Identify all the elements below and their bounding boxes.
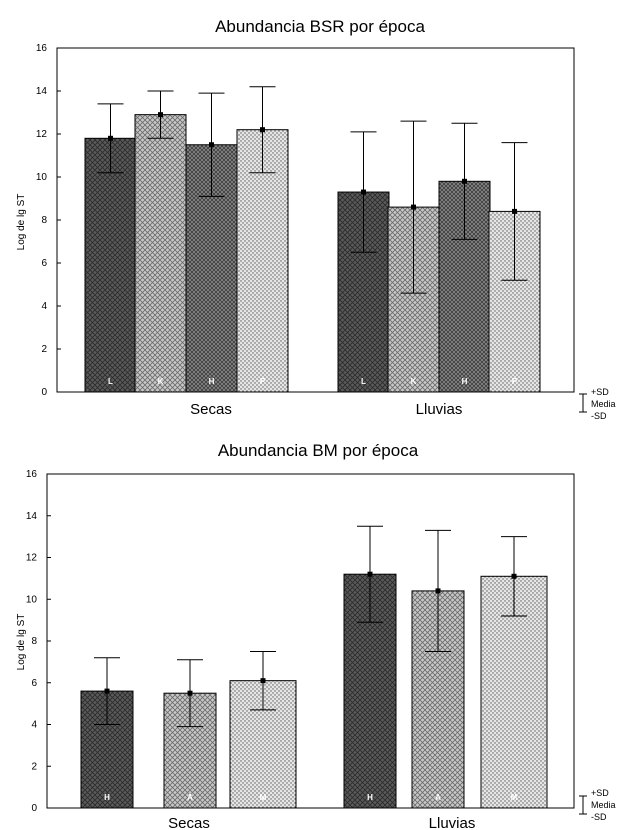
- bar: [84, 137, 137, 393]
- bar-label: K: [411, 377, 417, 386]
- y-axis-label: Log de lg ST: [16, 614, 27, 671]
- bar-label: L: [108, 377, 113, 386]
- mean-marker: [367, 571, 373, 577]
- bar-label: P: [260, 377, 266, 386]
- mean-marker: [158, 112, 163, 118]
- legend-minus-sd: -SD: [591, 411, 607, 421]
- bar-label: A: [435, 793, 441, 802]
- mean-marker: [108, 135, 113, 141]
- y-tick-label: 8: [31, 636, 37, 647]
- y-ticks: 0 2 4 6 8 10 12 14 16: [36, 43, 61, 398]
- y-tick-label: 12: [26, 553, 38, 564]
- category-label: Secas: [190, 401, 232, 418]
- y-tick-label: 14: [26, 511, 38, 522]
- mean-marker: [435, 588, 441, 594]
- bar: [134, 114, 187, 393]
- y-axis-label: Log de lg ST: [16, 194, 27, 251]
- bar-label: A: [187, 793, 193, 802]
- category-labels: Secas Lluvias: [190, 401, 462, 418]
- mean-marker: [260, 127, 265, 133]
- chart-bsr: Abundancia BSR por época Log de lg ST 0 2…: [16, 17, 616, 421]
- bar-label: M: [260, 793, 267, 802]
- y-tick-label: 4: [31, 720, 37, 731]
- bar-label: H: [367, 793, 373, 802]
- y-tick-label: 12: [36, 129, 48, 140]
- category-label: Secas: [168, 815, 210, 830]
- legend-mean: Media: [591, 800, 616, 810]
- bar-label: H: [462, 377, 468, 386]
- legend-minus-sd: -SD: [591, 812, 607, 822]
- chart-bm: Abundancia BM por época Log de lg ST 0 2 4…: [16, 441, 616, 830]
- bar-label: H: [209, 377, 215, 386]
- mean-marker: [260, 678, 266, 684]
- legend: +SD Media -SD: [579, 788, 616, 822]
- y-tick-label: 10: [26, 594, 38, 605]
- bar-label: H: [104, 793, 110, 802]
- category-label: Lluvias: [416, 401, 463, 418]
- y-tick-label: 8: [41, 215, 47, 226]
- y-tick-label: 16: [36, 43, 48, 54]
- y-tick-label: 2: [41, 344, 47, 355]
- mean-marker: [511, 573, 517, 579]
- y-tick-label: 14: [36, 86, 48, 97]
- category-labels: Secas Lluvias: [168, 815, 475, 830]
- y-tick-label: 2: [31, 761, 37, 772]
- y-tick-label: 4: [41, 301, 47, 312]
- legend-plus-sd: +SD: [591, 788, 609, 798]
- chart-title: Abundancia BSR por época: [215, 17, 425, 36]
- y-tick-label: 6: [41, 258, 47, 269]
- mean-marker: [512, 208, 517, 214]
- y-tick-label: 0: [41, 387, 47, 398]
- mean-marker: [104, 688, 110, 694]
- y-tick-label: 10: [36, 172, 48, 183]
- y-tick-label: 0: [31, 803, 37, 814]
- mean-marker: [209, 142, 214, 148]
- legend-plus-sd: +SD: [591, 387, 609, 397]
- y-ticks: 0 2 4 6 8 10 12 14 16: [26, 469, 51, 814]
- legend-mean: Media: [591, 399, 616, 409]
- chart-title: Abundancia BM por época: [218, 441, 419, 460]
- y-tick-label: 6: [31, 678, 37, 689]
- bar-label: P: [512, 377, 518, 386]
- bar-label: K: [158, 377, 164, 386]
- bar-label: M: [511, 793, 518, 802]
- mean-marker: [462, 178, 467, 184]
- y-tick-label: 16: [26, 469, 38, 480]
- legend: +SD Media -SD: [579, 387, 616, 421]
- mean-marker: [411, 204, 416, 210]
- mean-marker: [187, 690, 193, 696]
- bar-label: L: [361, 377, 366, 386]
- category-label: Lluvias: [429, 815, 476, 830]
- mean-marker: [361, 189, 366, 195]
